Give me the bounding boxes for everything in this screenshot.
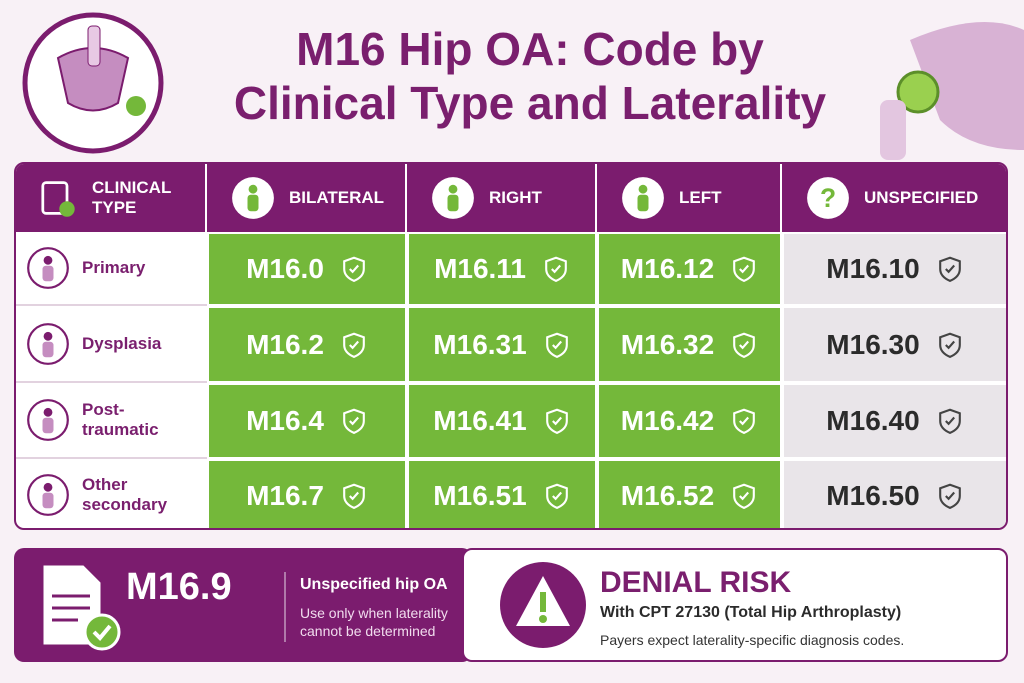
code: M16.12 xyxy=(620,253,715,284)
code-cell: M16.50 xyxy=(782,459,1006,528)
risk-title: DENIAL RISK xyxy=(600,566,792,599)
code-cell: M16.31 xyxy=(407,306,597,383)
check-shield xyxy=(545,408,568,435)
unspecified-note: Use only when laterality cannot be deter… xyxy=(300,605,448,639)
check-shield xyxy=(343,483,365,509)
code: M16.42 xyxy=(620,405,715,436)
code: M16.10 xyxy=(826,253,920,284)
title-line: Clinical Type and Laterality xyxy=(233,77,827,129)
code: M16.41 xyxy=(433,405,527,436)
row-label: Dysplasia xyxy=(82,333,162,353)
header-icon xyxy=(622,177,664,219)
header-icon xyxy=(432,177,474,219)
column-header: RIGHT xyxy=(407,164,597,232)
row-icon xyxy=(27,322,69,365)
row-icon xyxy=(27,247,69,289)
column-header-text: LEFT xyxy=(679,188,722,207)
header-icon xyxy=(41,181,75,217)
code-cell: M16.41 xyxy=(407,383,597,459)
code: M16.32 xyxy=(620,328,715,360)
unspecified-code: M16.9 xyxy=(126,566,232,608)
unspecified-panel: M16.9 Unspecified hip OA Use only when l… xyxy=(14,548,472,662)
code-cell: M16.12 xyxy=(597,232,782,306)
check-shield xyxy=(343,408,365,435)
code-cell: M16.40 xyxy=(782,383,1006,459)
code-cell: M16.4 xyxy=(207,383,407,459)
unspecified-label: Unspecified hip OA xyxy=(300,576,448,593)
header-icon xyxy=(232,177,274,219)
warning-icon xyxy=(500,562,586,648)
row-label: Other secondary xyxy=(82,474,168,514)
code: M16.2 xyxy=(246,328,324,360)
check-shield xyxy=(545,256,567,283)
code-cell: M16.11 xyxy=(407,232,597,306)
column-header: LEFT xyxy=(597,164,782,232)
check-shield xyxy=(938,332,961,358)
column-header-text: BILATERAL xyxy=(289,188,385,207)
code-cell: M16.0 xyxy=(207,232,407,306)
code: M16.40 xyxy=(826,405,920,436)
check-shield xyxy=(545,332,568,358)
check-shield xyxy=(343,256,365,283)
row-label: Post-traumatic xyxy=(82,400,159,439)
check-shield xyxy=(938,256,961,283)
check-shield xyxy=(545,483,568,509)
row-icon xyxy=(27,473,69,516)
check-shield xyxy=(938,483,961,509)
check-shield xyxy=(733,408,756,435)
row-icon xyxy=(27,399,69,441)
row-header: Other secondary xyxy=(16,459,207,528)
code-cell: M16.51 xyxy=(407,459,597,528)
column-header: CLINICAL TYPE xyxy=(16,164,207,232)
code: M16.0 xyxy=(246,253,324,284)
code: M16.11 xyxy=(434,253,526,284)
divider xyxy=(284,572,286,642)
check-shield xyxy=(733,256,756,283)
check-shield xyxy=(733,332,756,358)
column-header: BILATERAL xyxy=(207,164,407,232)
column-header-text: UNSPECIFIED xyxy=(864,188,979,207)
header-icon: ? xyxy=(807,177,849,219)
row-header: Primary xyxy=(16,232,207,306)
code-cell: M16.42 xyxy=(597,383,782,459)
title-line: M16 Hip OA: Code by xyxy=(296,23,764,75)
code-cell: M16.10 xyxy=(782,232,1006,306)
code-cell: M16.32 xyxy=(597,306,782,383)
check-shield xyxy=(343,332,365,358)
hip-logo xyxy=(22,12,164,154)
risk-subtitle: With CPT 27130 (Total Hip Arthroplasty) xyxy=(600,604,902,621)
document-icon xyxy=(40,562,121,651)
code: M16.4 xyxy=(246,405,324,436)
code: M16.51 xyxy=(433,479,527,511)
row-header: Post-traumatic xyxy=(16,383,207,459)
risk-panel: DENIAL RISK With CPT 27130 (Total Hip Ar… xyxy=(462,548,1008,662)
row-label: Primary xyxy=(82,258,146,277)
code: M16.50 xyxy=(826,479,920,511)
code-cell: M16.30 xyxy=(782,306,1006,383)
code-table: CLINICAL TYPE BILATERAL RIGHT LEFT? UNSPECIF… xyxy=(14,162,1008,530)
hip-illustration xyxy=(880,22,1024,160)
code-cell: M16.2 xyxy=(207,306,407,383)
svg-text:?: ? xyxy=(820,183,836,213)
title: M16 Hip OA: Code by Clinical Type and La… xyxy=(180,22,880,130)
code: M16.7 xyxy=(246,479,324,511)
risk-note: Payers expect laterality-specific diagno… xyxy=(600,632,905,648)
code-cell: M16.7 xyxy=(207,459,407,528)
column-header-text: CLINICAL TYPE xyxy=(92,178,172,217)
row-header: Dysplasia xyxy=(16,306,207,383)
column-header: ? UNSPECIFIED xyxy=(782,164,1006,232)
column-header-text: RIGHT xyxy=(489,188,542,207)
code: M16.30 xyxy=(826,328,920,360)
code: M16.31 xyxy=(433,328,527,360)
check-shield xyxy=(733,483,756,509)
check-shield xyxy=(938,408,961,435)
code-cell: M16.52 xyxy=(597,459,782,528)
code: M16.52 xyxy=(620,479,715,511)
